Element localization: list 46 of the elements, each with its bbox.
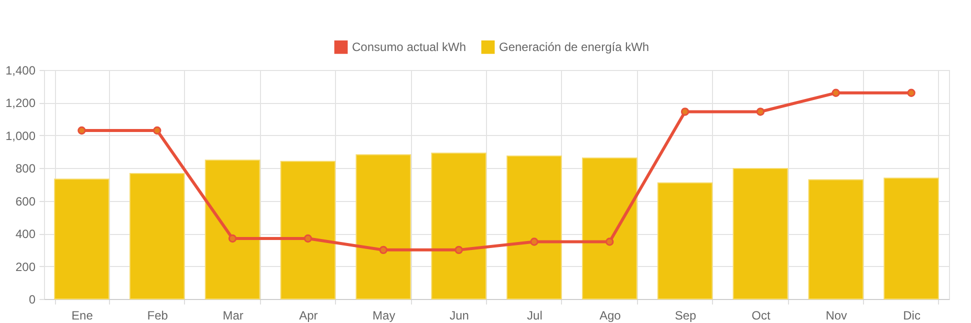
- point: [530, 238, 538, 246]
- point: [153, 126, 162, 135]
- y-tick-label: 400: [15, 227, 36, 242]
- x-tick-label: Apr: [299, 308, 318, 322]
- x-tick-label: May: [372, 308, 396, 322]
- bar: [884, 178, 939, 300]
- x-tick-label: Jun: [450, 308, 469, 322]
- point: [304, 234, 312, 243]
- x-tick-label: Oct: [752, 308, 771, 322]
- bar: [657, 182, 713, 300]
- point: [454, 246, 463, 254]
- x-tick-label: Sep: [674, 308, 697, 322]
- bar: [280, 160, 336, 300]
- point: [606, 238, 614, 246]
- y-tick-label: 1,200: [5, 96, 36, 110]
- bar: [356, 154, 412, 300]
- legend-label: Generación de energía kWh: [499, 40, 650, 54]
- y-tick-label: 800: [15, 162, 36, 176]
- point: [78, 126, 86, 135]
- bar: [54, 178, 110, 300]
- x-tick-label: Ene: [72, 308, 94, 322]
- bar: [506, 156, 562, 300]
- point: [680, 108, 690, 116]
- bar: [582, 158, 638, 300]
- point: [228, 234, 237, 243]
- bar: [431, 152, 486, 300]
- bar: [808, 179, 864, 300]
- x-tick-label: Nov: [826, 308, 848, 322]
- y-tick-label: 0: [28, 292, 36, 306]
- x-tick-label: Dic: [903, 308, 920, 322]
- y-tick-label: 1,000: [5, 128, 36, 143]
- bar: [732, 168, 788, 300]
- bar: [129, 173, 185, 300]
- bar: [204, 160, 260, 300]
- x-tick-label: Jul: [527, 308, 542, 322]
- legend-label: Consumo actual kWh: [352, 40, 466, 54]
- x-tick-label: Mar: [222, 308, 244, 322]
- point: [756, 108, 765, 116]
- y-tick-label: 600: [15, 194, 36, 208]
- point: [379, 246, 388, 254]
- y-tick-label: 1,400: [5, 64, 36, 78]
- x-tick-label: Ago: [599, 308, 622, 322]
- y-tick-label: 200: [15, 260, 36, 274]
- x-tick-label: Feb: [147, 308, 168, 322]
- point: [832, 88, 840, 97]
- point: [907, 88, 916, 97]
